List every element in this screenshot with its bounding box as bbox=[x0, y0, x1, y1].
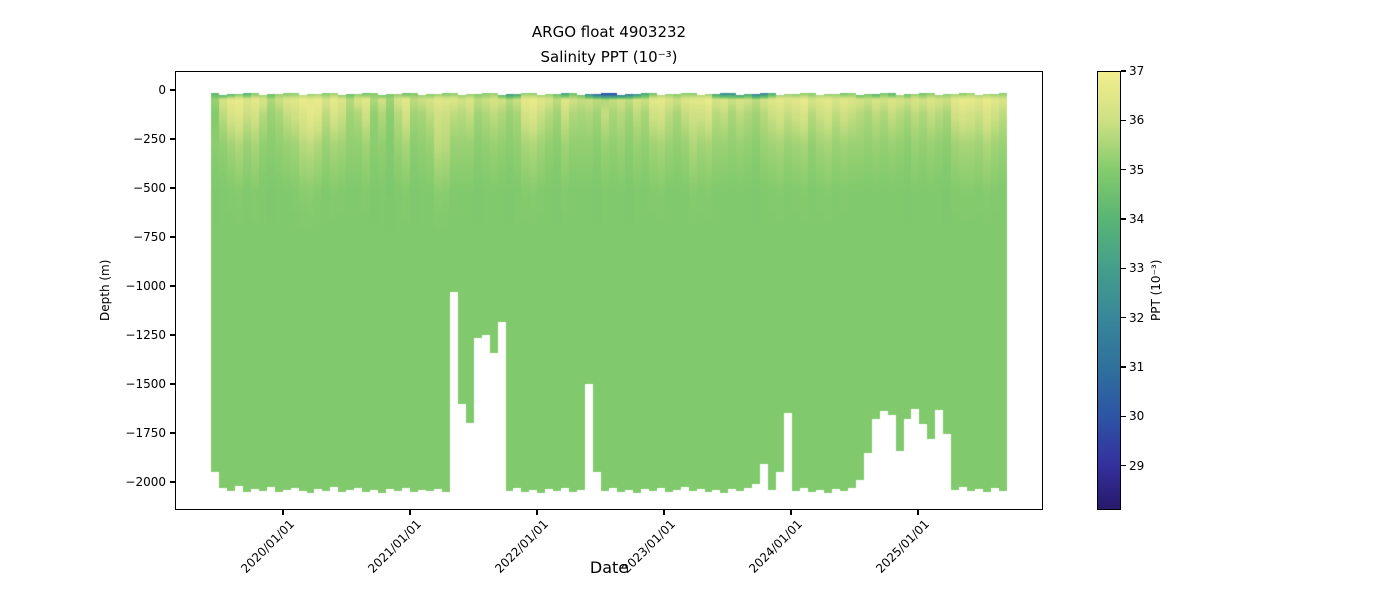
colorbar-tick-label: 31 bbox=[1129, 359, 1145, 374]
colorbar bbox=[1097, 71, 1121, 510]
x-axis-label: Date bbox=[589, 558, 629, 577]
y-tick-label: −500 bbox=[133, 181, 166, 196]
y-axis-label: Depth (m) bbox=[98, 259, 112, 322]
colorbar-tick-label: 35 bbox=[1129, 162, 1145, 177]
chart-title-line2: Salinity PPT (10⁻³) bbox=[540, 47, 678, 66]
y-tick-label: −750 bbox=[133, 230, 166, 245]
y-tick-mark bbox=[170, 383, 175, 385]
chart-title: ARGO float 4903232 Salinity PPT (10⁻³) bbox=[175, 20, 1043, 70]
heatmap-canvas bbox=[176, 72, 1042, 509]
y-tick-label: −1750 bbox=[125, 426, 166, 441]
colorbar-tick-label: 30 bbox=[1129, 409, 1145, 424]
y-tick-label: −2000 bbox=[125, 475, 166, 490]
colorbar-tick-mark bbox=[1121, 366, 1126, 368]
colorbar-label: PPT (10⁻³) bbox=[1149, 259, 1163, 322]
colorbar-tick-mark bbox=[1121, 70, 1126, 72]
colorbar-tick-label: 37 bbox=[1129, 64, 1145, 78]
y-tick-label: −1500 bbox=[125, 377, 166, 392]
y-tick-mark bbox=[170, 236, 175, 238]
x-tick-mark bbox=[409, 510, 411, 515]
colorbar-tick-label: 33 bbox=[1129, 261, 1145, 276]
y-tick-mark bbox=[170, 187, 175, 189]
colorbar-tick-label: 36 bbox=[1129, 113, 1145, 128]
y-tick-label: −1250 bbox=[125, 328, 166, 343]
chart-title-line1: ARGO float 4903232 bbox=[531, 23, 687, 41]
plot-area bbox=[175, 71, 1043, 510]
colorbar-tick-mark bbox=[1121, 218, 1126, 220]
y-tick-mark bbox=[170, 285, 175, 287]
colorbar-tick-mark bbox=[1121, 168, 1126, 171]
y-tick-mark bbox=[170, 138, 175, 140]
colorbar-tick-label: 34 bbox=[1129, 211, 1145, 226]
colorbar-tick-mark bbox=[1121, 267, 1126, 270]
colorbar-tick-mark bbox=[1121, 464, 1126, 467]
y-tick-mark bbox=[170, 481, 175, 483]
y-tick-label: −1000 bbox=[125, 279, 166, 294]
y-tick-label: −250 bbox=[133, 132, 166, 147]
y-tick-label: 0 bbox=[158, 83, 166, 97]
x-tick-mark bbox=[536, 510, 538, 515]
y-tick-mark bbox=[170, 334, 175, 336]
colorbar-tick-label: 32 bbox=[1129, 310, 1145, 325]
colorbar-tick-mark bbox=[1121, 415, 1126, 418]
colorbar-tick-mark bbox=[1121, 316, 1126, 319]
x-tick-mark bbox=[282, 510, 284, 515]
y-tick-mark bbox=[170, 89, 175, 91]
x-tick-mark bbox=[790, 510, 792, 515]
colorbar-tick-mark bbox=[1121, 119, 1126, 122]
colorbar-tick-label: 29 bbox=[1129, 458, 1145, 473]
y-tick-mark bbox=[170, 432, 175, 434]
x-tick-mark bbox=[663, 510, 665, 515]
x-tick-mark bbox=[917, 510, 919, 515]
